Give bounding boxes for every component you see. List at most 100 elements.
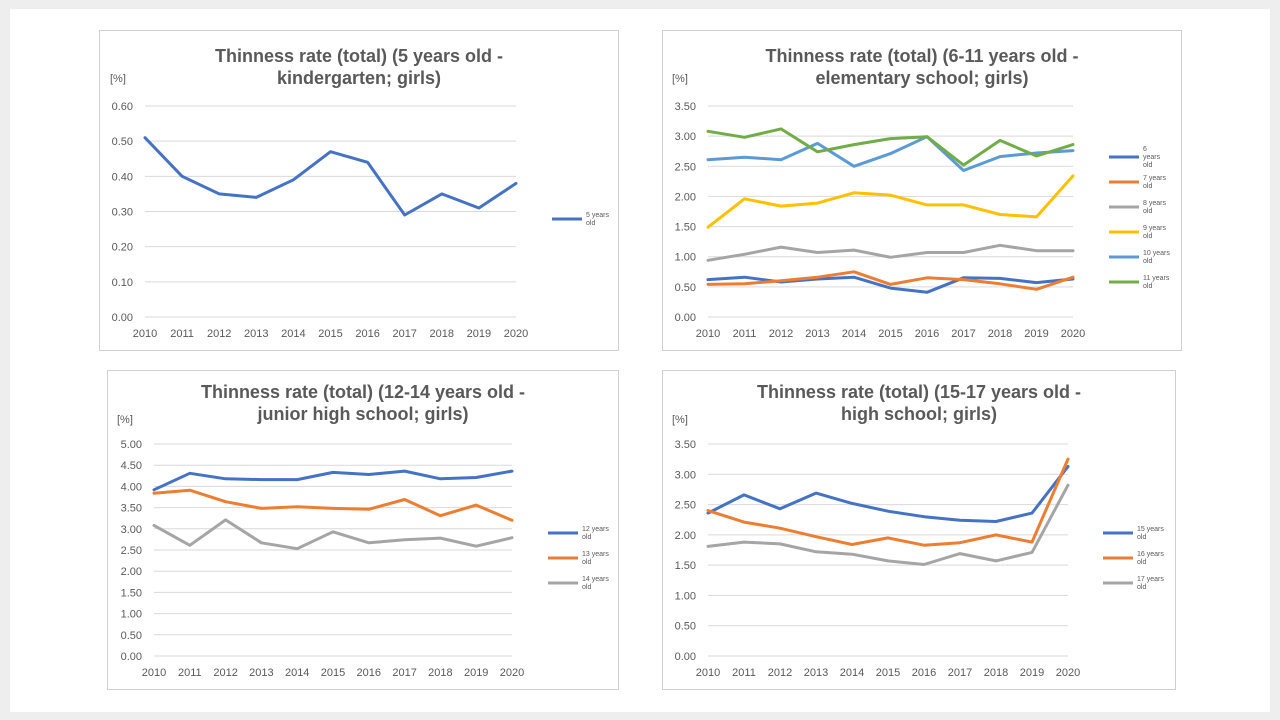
y-tick-label: 3.00 <box>121 524 142 536</box>
x-tick-label: 2011 <box>178 667 202 679</box>
x-tick-label: 2018 <box>430 328 454 340</box>
series-line <box>152 488 514 522</box>
y-tick-label: 2.00 <box>675 530 696 542</box>
legend-label-line: old <box>1143 258 1152 265</box>
x-tick-label: 2012 <box>769 328 793 340</box>
series-line <box>706 174 1075 229</box>
legend-label-line: 7 years <box>1143 175 1166 182</box>
series-line <box>706 135 1075 172</box>
chart-panel-elementary-school: Thinness rate (total) (6-11 years old - … <box>662 30 1182 351</box>
y-tick-label: 2.00 <box>675 191 696 203</box>
legend-label: 7 years old <box>1143 175 1166 190</box>
x-tick-label: 2019 <box>467 328 491 340</box>
series-line <box>706 457 1070 547</box>
legend-label-line: 13 years <box>582 551 609 558</box>
chart-svg: 0.00 0.50 1.00 1.50 2.00 2.50 3.00 3.50 4.00 4.50… <box>121 439 610 679</box>
y-tick-label: 1.00 <box>121 609 142 621</box>
legend-label-line: old <box>586 220 595 227</box>
x-tick-label: 2013 <box>804 667 828 679</box>
series-line <box>706 270 1075 291</box>
series-line <box>706 483 1070 566</box>
legend-label: 14 years old <box>582 576 609 591</box>
y-tick-label: 1.50 <box>675 560 696 572</box>
legend-label-line: old <box>1137 534 1146 541</box>
x-tick-label: 2019 <box>1020 667 1044 679</box>
x-tick-label: 2016 <box>912 667 936 679</box>
legend-label-line: old <box>1137 559 1146 566</box>
legend-label-line: 15 years <box>1137 526 1164 533</box>
legend-label-line: 14 years <box>582 576 609 583</box>
x-tick-label: 2011 <box>733 328 757 340</box>
y-tick-label: 0.50 <box>112 136 133 148</box>
y-tick-label: 3.50 <box>675 439 696 451</box>
y-tick-label: 2.50 <box>675 161 696 173</box>
y-tick-label: 3.00 <box>675 469 696 481</box>
x-tick-label: 2015 <box>318 328 342 340</box>
x-tick-label: 2016 <box>915 328 939 340</box>
legend-label: 8 years old <box>1143 200 1166 215</box>
legend-label-line: 12 years <box>582 526 609 533</box>
y-tick-label: 0.30 <box>112 207 133 219</box>
legend-label-line: old <box>1143 283 1152 290</box>
y-tick-label: 0.00 <box>675 651 696 663</box>
y-tick-label: 0.60 <box>112 101 133 113</box>
x-tick-label: 2018 <box>988 328 1012 340</box>
x-tick-label: 2019 <box>464 667 488 679</box>
x-tick-label: 2011 <box>170 328 194 340</box>
series-line <box>152 469 514 492</box>
x-tick-label: 2014 <box>840 667 864 679</box>
legend-label-line: 8 years <box>1143 200 1166 207</box>
x-tick-label: 2016 <box>357 667 381 679</box>
legend-label-line: old <box>1143 208 1152 215</box>
series-line <box>143 136 518 217</box>
legend-label: 15 years old <box>1137 526 1164 541</box>
chart-panel-high-school: Thinness rate (total) (15-17 years old -… <box>662 370 1176 690</box>
x-tick-label: 2012 <box>213 667 237 679</box>
legend-label: 10 years old <box>1143 250 1170 265</box>
x-tick-label: 2018 <box>984 667 1008 679</box>
chart-title-line-2: kindergarten; girls) <box>276 68 442 88</box>
series-line <box>706 243 1075 262</box>
chart-title-line-2: elementary school; girls) <box>815 68 1029 88</box>
x-tick-label: 2015 <box>876 667 900 679</box>
y-tick-label: 1.50 <box>675 222 696 234</box>
x-tick-label: 2010 <box>696 328 720 340</box>
x-tick-label: 2017 <box>951 328 975 340</box>
x-tick-label: 2015 <box>321 667 345 679</box>
legend-label-line: 5 years <box>586 212 609 219</box>
y-tick-label: 2.50 <box>675 500 696 512</box>
chart-title-line-1: Thinness rate (total) (5 years old - <box>214 46 504 66</box>
chart-title-line-1: Thinness rate (total) (15-17 years old - <box>756 382 1082 402</box>
y-axis-unit-label: [%] <box>110 73 126 85</box>
x-tick-label: 2019 <box>1024 328 1048 340</box>
y-tick-label: 1.50 <box>121 587 142 599</box>
legend-label-line: old <box>582 534 591 541</box>
y-tick-label: 0.20 <box>112 242 133 254</box>
y-tick-label: 3.00 <box>675 131 696 143</box>
x-tick-label: 2013 <box>244 328 268 340</box>
legend-label: 6 years old <box>1143 146 1161 169</box>
x-tick-label: 2014 <box>281 328 305 340</box>
legend-label-line: old <box>1137 584 1146 591</box>
chart-title: Thinness rate (total) (5 years old - kin… <box>100 45 618 89</box>
legend-label-line: old <box>1143 162 1152 169</box>
chart-title-line-2: high school; girls) <box>841 404 997 424</box>
y-tick-label: 0.00 <box>121 651 142 663</box>
legend-label: 16 years old <box>1137 551 1164 566</box>
y-axis-unit-label: [%] <box>672 414 688 426</box>
legend-label-line: 17 years <box>1137 576 1164 583</box>
x-tick-label: 2012 <box>768 667 792 679</box>
chart-panel-kindergarten: Thinness rate (total) (5 years old - kin… <box>99 30 619 351</box>
series-line <box>706 464 1070 523</box>
y-tick-label: 3.50 <box>675 101 696 113</box>
x-tick-label: 2014 <box>842 328 866 340</box>
chart-title: Thinness rate (total) (15-17 years old -… <box>663 381 1175 425</box>
legend-label: 17 years old <box>1137 576 1164 591</box>
y-axis-unit-label: [%] <box>117 414 133 426</box>
y-tick-label: 2.00 <box>121 566 142 578</box>
x-tick-label: 2010 <box>142 667 166 679</box>
x-tick-label: 2013 <box>805 328 829 340</box>
y-tick-label: 0.50 <box>675 282 696 294</box>
chart-panel-junior-high-school: Thinness rate (total) (12-14 years old -… <box>107 370 619 690</box>
series-line <box>152 518 514 551</box>
